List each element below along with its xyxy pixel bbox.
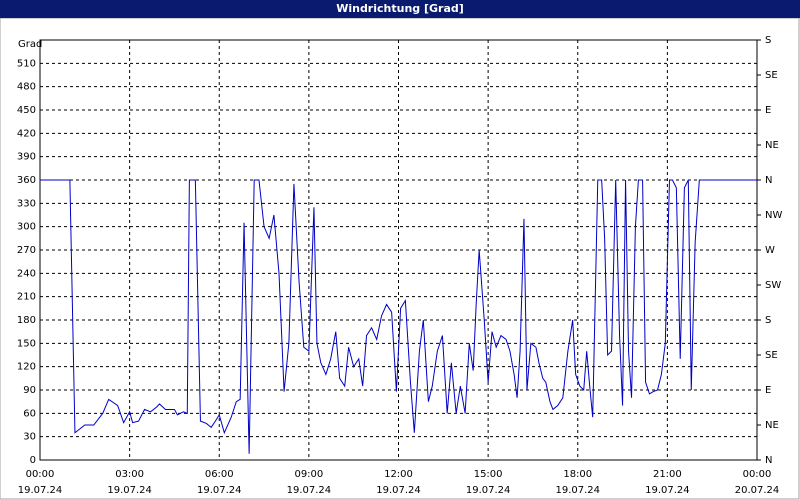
x-tick-label: 06:00 bbox=[205, 469, 234, 480]
y2-tick-label: E bbox=[765, 105, 771, 116]
plot-frame bbox=[39, 39, 758, 461]
y-tick-label: 360 bbox=[17, 175, 36, 186]
x-tick-label: 12:00 bbox=[384, 469, 413, 480]
x-tick-date: 19.07.24 bbox=[376, 485, 421, 496]
y2-tick-label: W bbox=[765, 245, 775, 256]
x-tick-label: 09:00 bbox=[294, 469, 323, 480]
y2-tick-label: S bbox=[765, 315, 771, 326]
y-tick-label: 90 bbox=[23, 385, 36, 396]
y-axis-label: Grad bbox=[18, 39, 42, 50]
y-tick-label: 0 bbox=[30, 455, 36, 466]
y-tick-label: 150 bbox=[17, 338, 36, 349]
y-tick-label: 330 bbox=[17, 198, 36, 209]
x-tick-date: 20.07.24 bbox=[735, 485, 780, 496]
y-tick-label: 510 bbox=[17, 58, 36, 69]
y-tick-label: 450 bbox=[17, 105, 36, 116]
y-tick-label: 300 bbox=[17, 222, 36, 233]
y-tick-label: 30 bbox=[23, 432, 36, 443]
y-tick-label: 60 bbox=[23, 408, 36, 419]
y2-tick-label: N bbox=[765, 455, 772, 466]
chart: Grad 0 30 60 90 120 150 180 210 240 270 300 330 360 3… bbox=[0, 18, 800, 500]
x-tick-date: 19.07.24 bbox=[645, 485, 690, 496]
y2-tick-label: NW bbox=[765, 210, 782, 221]
x-tick-label: 00:00 bbox=[26, 469, 55, 480]
x-tick-label: 18:00 bbox=[563, 469, 592, 480]
x-tick-date: 19.07.24 bbox=[555, 485, 600, 496]
x-tick-date: 19.07.24 bbox=[466, 485, 511, 496]
y-tick-label: 420 bbox=[17, 128, 36, 139]
x-tick-label: 00:00 bbox=[743, 469, 772, 480]
y-tick-label: 480 bbox=[17, 82, 36, 93]
x-tick-label: 21:00 bbox=[653, 469, 682, 480]
y-tick-label: 180 bbox=[17, 315, 36, 326]
y2-tick-label: S bbox=[765, 35, 771, 46]
chart-title: Windrichtung [Grad] bbox=[0, 0, 800, 18]
x-tick-label: 03:00 bbox=[115, 469, 144, 480]
x-tick-date: 19.07.24 bbox=[287, 485, 332, 496]
y2-tick-label: SE bbox=[765, 350, 778, 361]
y-tick-label: 390 bbox=[17, 152, 36, 163]
y2-tick-label: E bbox=[765, 385, 771, 396]
x-tick-date: 19.07.24 bbox=[107, 485, 152, 496]
y-tick-label: 210 bbox=[17, 292, 36, 303]
y2-tick-label: SE bbox=[765, 70, 778, 81]
y-tick-label: 120 bbox=[17, 362, 36, 373]
y2-tick-label: SW bbox=[765, 280, 781, 291]
y2-tick-label: NE bbox=[765, 140, 779, 151]
x-tick-date: 19.07.24 bbox=[197, 485, 242, 496]
y2-tick-label: N bbox=[765, 175, 772, 186]
y-tick-label: 270 bbox=[17, 245, 36, 256]
chart-frame bbox=[0, 18, 800, 500]
x-tick-date: 19.07.24 bbox=[18, 485, 63, 496]
y2-tick-label: NE bbox=[765, 420, 779, 431]
data-line bbox=[40, 179, 757, 454]
x-tick-label: 15:00 bbox=[474, 469, 503, 480]
y-tick-label: 240 bbox=[17, 268, 36, 279]
